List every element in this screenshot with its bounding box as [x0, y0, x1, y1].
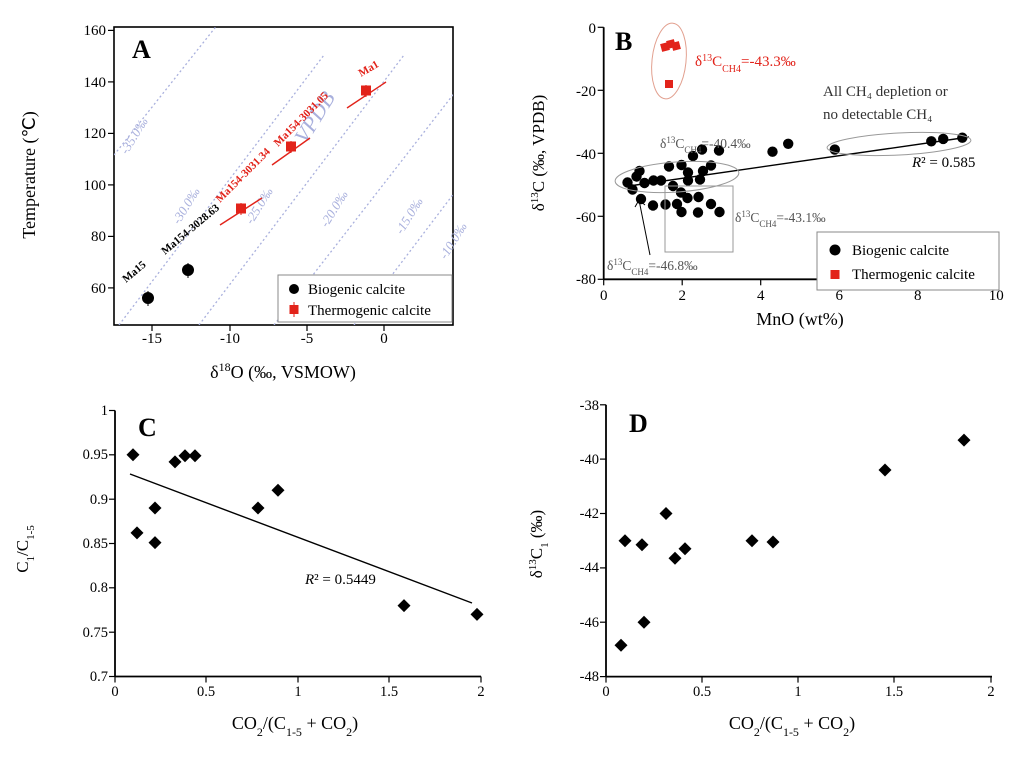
svg-text:All CH₄ depletion or: All CH₄ depletion or: [823, 84, 948, 100]
svg-text:Biogenic calcite: Biogenic calcite: [308, 282, 405, 298]
svg-text:0.5: 0.5: [693, 684, 711, 700]
svg-text:MnO (wt%): MnO (wt%): [756, 309, 844, 330]
svg-text:0.8: 0.8: [90, 580, 108, 596]
svg-text:-35.0‰: -35.0‰: [117, 115, 151, 157]
svg-text:Ma1: Ma1: [357, 59, 382, 80]
svg-text:0: 0: [600, 288, 608, 304]
svg-text:δ13CCH4=-46.8‰: δ13CCH4=-46.8‰: [607, 257, 698, 277]
svg-text:CO2/(C1-5 + CO2): CO2/(C1-5 + CO2): [232, 713, 358, 739]
svg-text:100: 100: [84, 178, 107, 194]
svg-text:-38: -38: [580, 398, 599, 414]
svg-text:-10: -10: [220, 331, 240, 347]
svg-text:D: D: [629, 409, 648, 438]
svg-text:0: 0: [589, 21, 597, 37]
svg-text:0.75: 0.75: [83, 625, 108, 641]
svg-text:1: 1: [101, 403, 108, 419]
svg-text:2: 2: [477, 684, 484, 700]
svg-text:Biogenic calcite: Biogenic calcite: [852, 243, 949, 259]
svg-text:0: 0: [380, 331, 388, 347]
svg-text:-46: -46: [580, 615, 599, 631]
svg-text:-44: -44: [580, 560, 600, 576]
svg-text:-20: -20: [576, 84, 596, 100]
svg-text:-25.0‰: -25.0‰: [242, 185, 276, 227]
svg-text:C1/C1-5: C1/C1-5: [13, 525, 37, 573]
svg-text:0: 0: [602, 684, 609, 700]
svg-text:2: 2: [678, 288, 686, 304]
svg-text:CO2/(C1-5 + CO2): CO2/(C1-5 + CO2): [729, 713, 855, 739]
svg-text:0.95: 0.95: [83, 447, 108, 463]
svg-text:C: C: [138, 413, 157, 442]
svg-text:60: 60: [91, 281, 106, 297]
svg-text:0.5: 0.5: [197, 684, 215, 700]
svg-text:0: 0: [111, 684, 118, 700]
svg-text:δ18O (‰, VSMOW): δ18O (‰, VSMOW): [210, 360, 356, 383]
svg-text:-42: -42: [580, 506, 599, 522]
svg-text:R² = 0.585: R² = 0.585: [911, 155, 975, 171]
svg-text:δ13CCH4=-43.3‰: δ13CCH4=-43.3‰: [695, 53, 796, 75]
svg-text:Ma15: Ma15: [120, 259, 149, 286]
svg-text:-40: -40: [576, 147, 596, 163]
svg-text:120: 120: [84, 126, 107, 142]
svg-text:1: 1: [294, 684, 301, 700]
svg-text:no detectable CH₄: no detectable CH₄: [823, 107, 932, 123]
svg-text:-80: -80: [576, 272, 596, 288]
svg-text:Thermogenic calcite: Thermogenic calcite: [308, 303, 431, 319]
svg-text:-40: -40: [580, 452, 599, 468]
svg-text:0.85: 0.85: [83, 536, 108, 552]
svg-text:140: 140: [84, 75, 107, 91]
svg-text:-48: -48: [580, 669, 599, 685]
svg-text:Thermogenic calcite: Thermogenic calcite: [852, 267, 975, 283]
svg-text:-15: -15: [142, 331, 162, 347]
svg-text:1.5: 1.5: [885, 684, 903, 700]
svg-text:-5: -5: [301, 331, 314, 347]
svg-text:B: B: [615, 27, 632, 56]
svg-text:80: 80: [91, 229, 106, 245]
svg-text:1: 1: [794, 684, 801, 700]
svg-text:R² = 0.5449: R² = 0.5449: [304, 572, 376, 588]
svg-text:-15.0‰: -15.0‰: [392, 195, 426, 237]
svg-text:δ13C1 (‰): δ13C1 (‰): [527, 510, 551, 578]
svg-text:1.5: 1.5: [380, 684, 398, 700]
svg-text:δ13CCH4=-43.1‰: δ13CCH4=-43.1‰: [735, 209, 826, 229]
svg-text:-60: -60: [576, 210, 596, 226]
svg-text:A: A: [132, 35, 151, 64]
svg-text:0.7: 0.7: [90, 669, 108, 685]
svg-text:-20.0‰: -20.0‰: [317, 188, 351, 230]
svg-text:160: 160: [84, 23, 107, 39]
svg-text:δ13C (‰, VPDB): δ13C (‰, VPDB): [529, 95, 548, 211]
svg-text:4: 4: [757, 288, 765, 304]
svg-text:0.9: 0.9: [90, 492, 108, 508]
svg-text:2: 2: [987, 684, 994, 700]
svg-text:Temperature (℃): Temperature (℃): [19, 111, 40, 238]
